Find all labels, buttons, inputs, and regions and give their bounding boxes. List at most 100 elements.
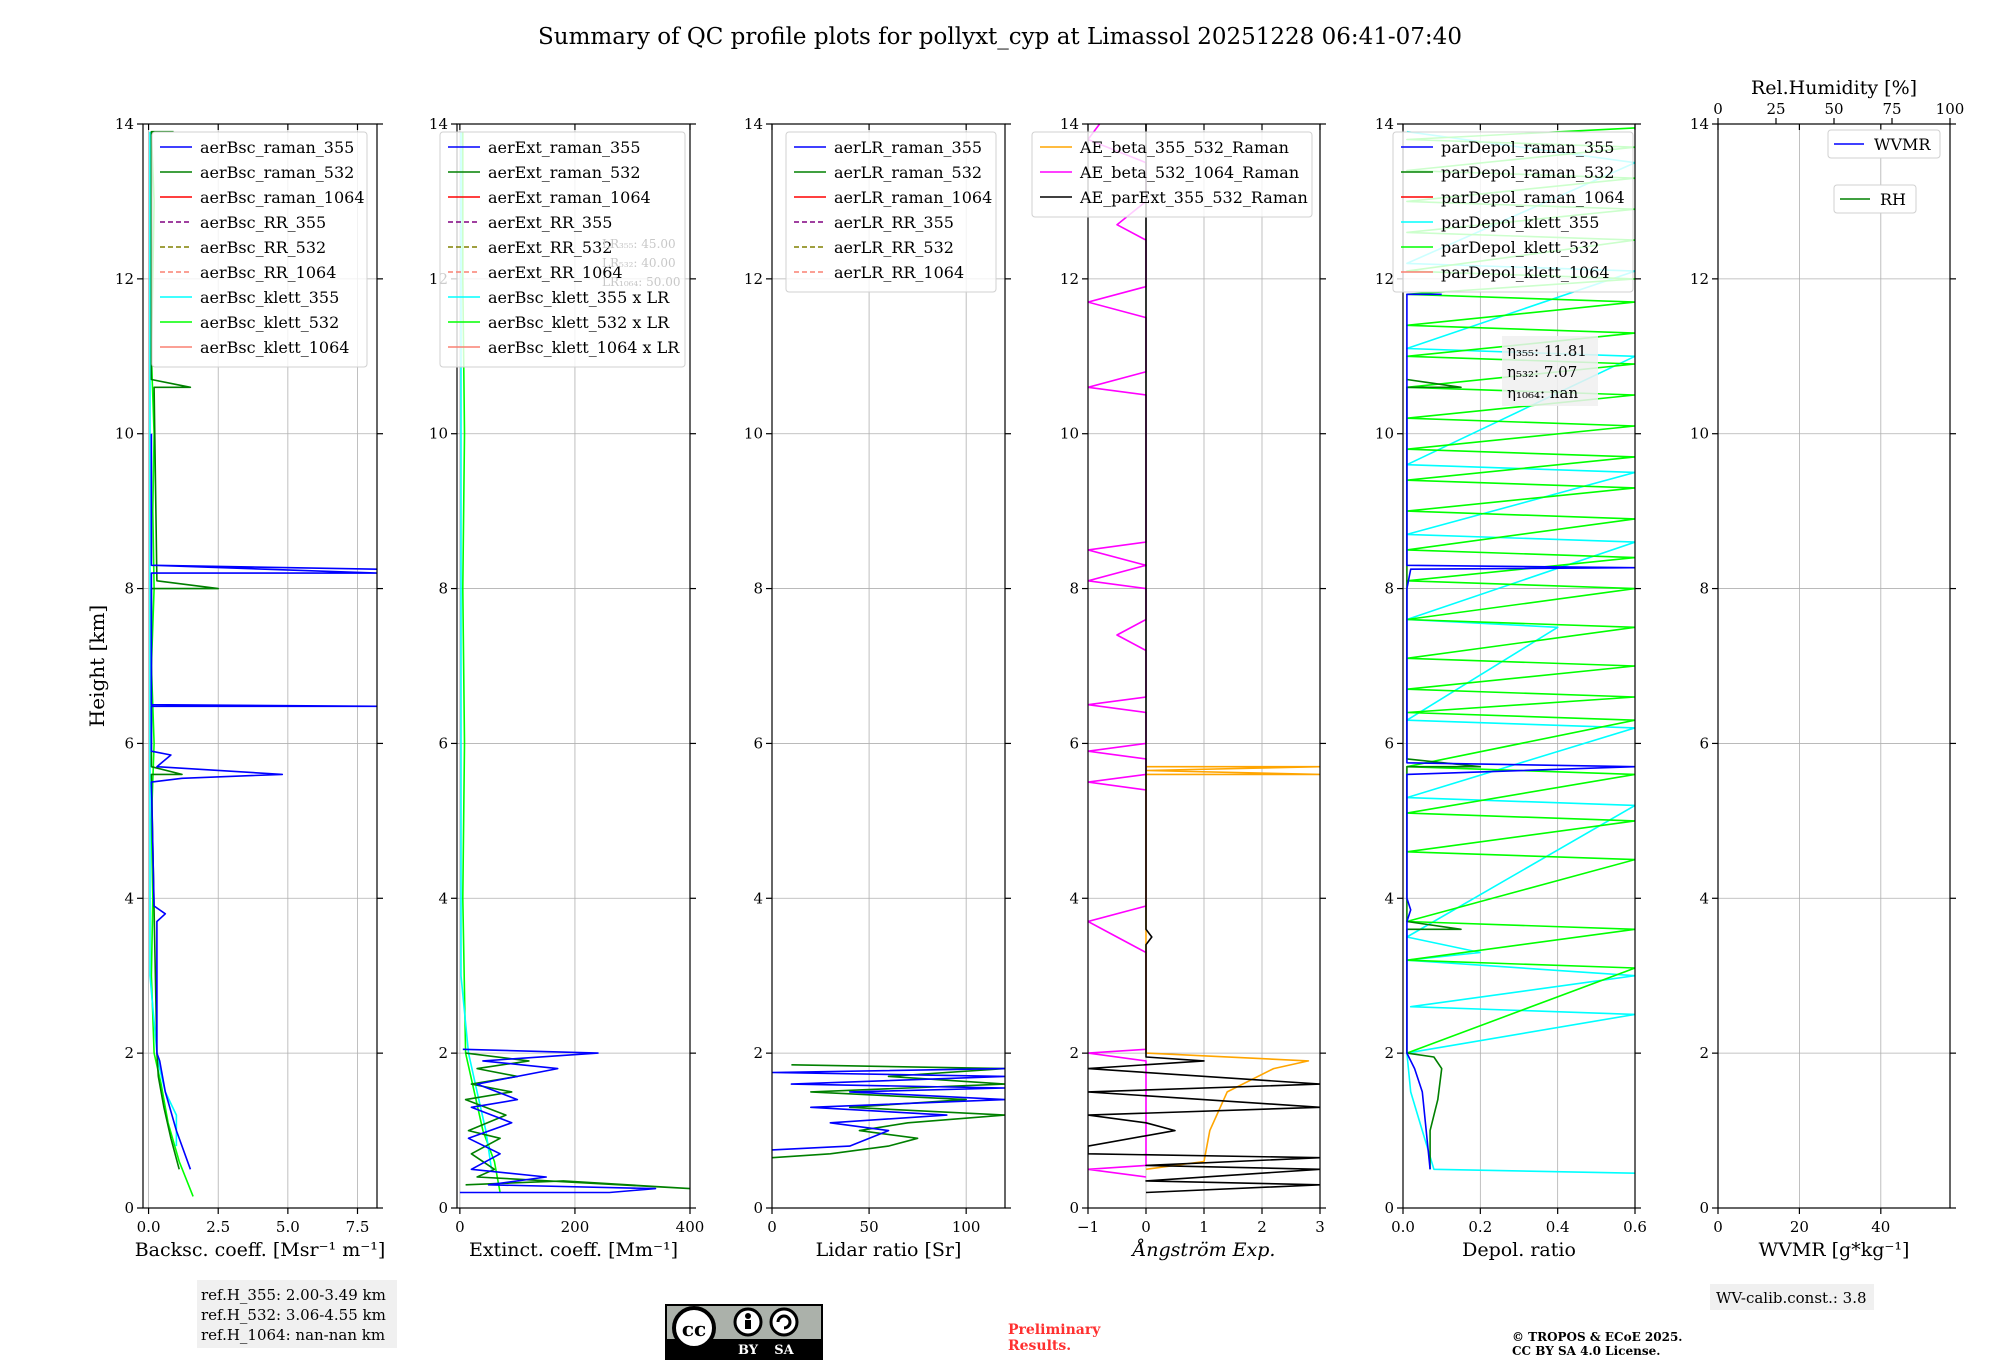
legend-box [439, 131, 686, 368]
panel-6: 0 20 40 0 2 4 6 8 10 12 14 WVMR [g*kg⁻¹] 0 25 50 75 100 R… [1690, 77, 1964, 1261]
series-line-parDepol_klett_355 [1406, 130, 1635, 1174]
axes-frame [456, 123, 691, 1209]
legend-label: aerExt_RR_1064 [488, 263, 623, 282]
y-tick-label: 14 [115, 115, 134, 133]
x-tick-label: 2 [1257, 1218, 1267, 1236]
y-tick-label: 12 [1375, 270, 1394, 288]
legend-label: aerExt_RR_355 [488, 213, 612, 232]
preliminary-results-note: Preliminary Results. [1008, 1322, 1101, 1354]
x-tick-label: 40 [1871, 1218, 1890, 1236]
x-tick-label: 0.0 [1391, 1218, 1415, 1236]
lr-annotation: LR₅₃₂: 40.00 [602, 256, 676, 270]
y-tick-label: 4 [753, 889, 763, 907]
y-tick-label: 14 [1375, 115, 1394, 133]
y-tick-label: 6 [1699, 734, 1709, 752]
series-line-aerLR_raman_355 [772, 1067, 1005, 1151]
y-tick-label: 10 [115, 425, 134, 443]
y-tick-label: 6 [753, 734, 763, 752]
panel-1: 0.0 2.5 5.0 7.5 0 2 4 6 8 10 12 14 Backsc. coeff. [M… [115, 115, 385, 1261]
legend-label: aerBsc_RR_355 [200, 213, 326, 232]
x-tick-label: 2.5 [206, 1218, 230, 1236]
legend-label: aerBsc_klett_532 x LR [488, 313, 670, 332]
y-tick-label: 8 [753, 580, 763, 598]
y-tick-label: 14 [1690, 115, 1709, 133]
legend-label: aerBsc_RR_1064 [200, 263, 336, 282]
y-tick-label: 8 [438, 580, 448, 598]
refh-355: ref.H_355: 2.00-3.49 km [201, 1286, 386, 1304]
reference-height-box: ref.H_355: 2.00-3.49 km ref.H_532: 3.06-… [197, 1280, 397, 1348]
series-group [772, 1064, 1005, 1159]
legend-label: AE_beta_532_1064_Raman [1079, 163, 1299, 182]
panel-3: 0 50 100 0 2 4 6 8 10 12 14 Lidar ratio [Sr] aerLR_r… [744, 115, 1011, 1261]
top-x-tick-label: 75 [1882, 100, 1901, 118]
y-tick-label: 2 [124, 1044, 134, 1062]
y-tick-label: 0 [438, 1199, 448, 1217]
x-axis-label: Depol. ratio [1462, 1239, 1576, 1261]
y-tick-label: 8 [1699, 580, 1709, 598]
legend-box [151, 131, 368, 368]
legend-label: parDepol_raman_355 [1441, 138, 1614, 157]
y-tick-label: 12 [1690, 270, 1709, 288]
eta-annotation: η₁₀₆₄: nan [1507, 384, 1578, 402]
x-tick-label: 400 [676, 1218, 705, 1236]
legend-box [785, 131, 997, 293]
series-line-aerExt_raman_532 [464, 1052, 690, 1190]
legend-label: parDepol_raman_532 [1441, 163, 1614, 182]
legend-label: parDepol_klett_532 [1441, 238, 1599, 257]
x-tick-label: 200 [561, 1218, 590, 1236]
legend-label: aerLR_raman_532 [834, 163, 982, 182]
x-tick-label: 0.4 [1546, 1218, 1570, 1236]
legend-label: aerBsc_raman_532 [200, 163, 354, 182]
wv-calibration-background [1710, 1284, 1874, 1310]
y-tick-label: 6 [1384, 734, 1394, 752]
by-person-body-icon [745, 1320, 751, 1329]
y-tick-label: 8 [1384, 580, 1394, 598]
y-tick-label: 14 [1060, 115, 1079, 133]
legend-label: aerLR_raman_1064 [834, 188, 992, 207]
axes-frame [142, 123, 378, 1209]
legend-label: aerLR_RR_1064 [834, 263, 964, 282]
legend-label: aerExt_raman_532 [488, 163, 641, 182]
y-tick-label: 2 [1069, 1044, 1079, 1062]
cc-circle-icon [672, 1306, 716, 1350]
y-tick-label: 2 [753, 1044, 763, 1062]
y-tick-label: 4 [1384, 889, 1394, 907]
copyright-line-1: © TROPOS & ECoE 2025. [1512, 1330, 1682, 1344]
y-tick-label: 2 [1699, 1044, 1709, 1062]
eta-annotation: η₃₅₅: 11.81 [1507, 342, 1587, 360]
y-axis-label: Height [km] [85, 605, 109, 727]
series-line-aerLR_raman_532 [772, 1064, 1005, 1159]
y-tick-label: 10 [1060, 425, 1079, 443]
legend-box [1392, 131, 1634, 293]
y-tick-label: 6 [1069, 734, 1079, 752]
wv-calibration-text: WV-calib.const.: 3.8 [1716, 1289, 1867, 1307]
y-tick-label: 4 [124, 889, 134, 907]
x-tick-label: −1 [1077, 1218, 1099, 1236]
y-tick-label: 10 [429, 425, 448, 443]
top-x-tick-label: 0 [1713, 100, 1723, 118]
figure-title: Summary of QC profile plots for pollyxt_… [538, 24, 1462, 50]
top-x-tick-label: 25 [1766, 100, 1785, 118]
x-tick-label: 20 [1790, 1218, 1809, 1236]
y-tick-label: 2 [1384, 1044, 1394, 1062]
legend-label: aerBsc_klett_532 [200, 313, 339, 332]
wv-calibration-box: WV-calib.const.: 3.8 [1710, 1284, 1874, 1310]
top-x-tick-label: 50 [1824, 100, 1843, 118]
x-axis-label: Extinct. coeff. [Mm⁻¹] [469, 1239, 678, 1261]
y-tick-label: 4 [438, 889, 448, 907]
x-tick-label: 0 [767, 1218, 777, 1236]
copyright-line-2: CC BY SA 4.0 License. [1512, 1344, 1660, 1358]
top-axis-label: Rel.Humidity [%] [1751, 77, 1917, 99]
eta-annotation: η₅₃₂: 7.07 [1507, 363, 1577, 381]
x-tick-label: 0.6 [1623, 1218, 1647, 1236]
y-tick-label: 14 [429, 115, 448, 133]
x-tick-label: 0.0 [137, 1218, 161, 1236]
legend-label: parDepol_raman_1064 [1441, 188, 1625, 207]
x-tick-label: 5.0 [276, 1218, 300, 1236]
series-line-AE_parExt_355_532 [1088, 124, 1320, 1194]
lr-annotation: LR₁₀₆₄: 50.00 [602, 275, 680, 289]
cc-by-text: BY [738, 1343, 759, 1358]
top-x-tick-label: 100 [1936, 100, 1965, 118]
